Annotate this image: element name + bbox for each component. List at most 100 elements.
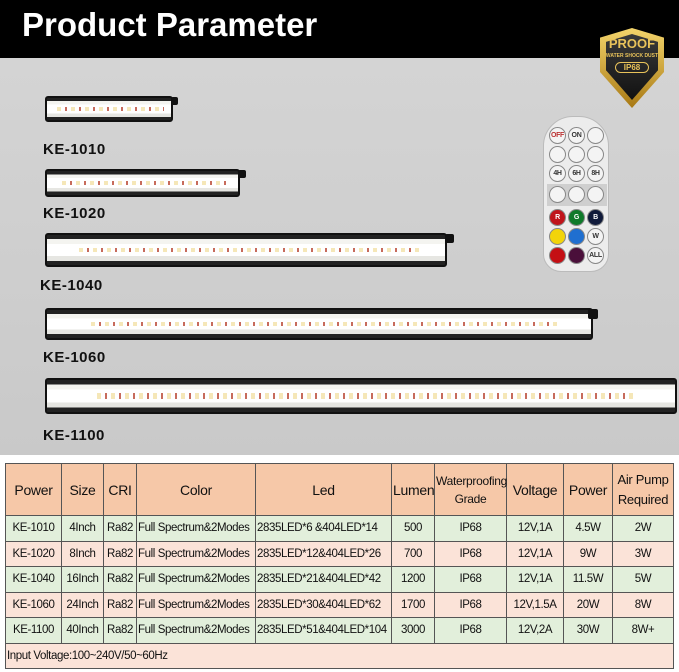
- product-label: KE-1040: [40, 277, 103, 294]
- remote-on-button: ON: [568, 127, 585, 144]
- table-cell: 8W+: [612, 617, 674, 644]
- table-row: KE-1060 24Inch Ra82 Full Spectrum&2Modes 283…: [5, 591, 674, 618]
- table-cell: IP68: [434, 540, 507, 567]
- remote-off-button: OFF: [549, 127, 566, 144]
- remote-6h-button: 6H: [568, 165, 585, 182]
- col-header: Power: [563, 463, 613, 516]
- remote-red-button: R: [549, 209, 566, 226]
- input-voltage-note: Input Voltage:100~240V/50~60Hz: [5, 642, 674, 669]
- table-cell: 1700: [391, 591, 435, 618]
- table-cell: 2835LED*30&404LED*62: [255, 591, 392, 618]
- table-cell: 3000: [391, 617, 435, 644]
- remote-button: [568, 186, 585, 203]
- table-cell: 12V,1A: [506, 515, 564, 542]
- product-label: KE-1060: [43, 349, 106, 366]
- col-header: Size: [61, 463, 104, 516]
- remote-button: [568, 146, 585, 163]
- table-row: KE-1020 8Inch Ra82 Full Spectrum&2Modes 2835…: [5, 540, 674, 567]
- table-cell: Ra82: [103, 617, 137, 644]
- table-cell: 1200: [391, 566, 435, 593]
- table-cell: 16Inch: [61, 566, 104, 593]
- table-cell: KE-1010: [5, 515, 62, 542]
- col-header: Waterproofing Grade: [434, 463, 507, 516]
- table-cell: KE-1100: [5, 617, 62, 644]
- table-row: KE-1040 16Inch Ra82 Full Spectrum&2Modes 283…: [5, 566, 674, 593]
- table-cell: 700: [391, 540, 435, 567]
- table-cell: 12V,2A: [506, 617, 564, 644]
- table-cell: 40Inch: [61, 617, 104, 644]
- light-bar-ke-1040: [45, 233, 447, 267]
- remote-4h-button: 4H: [549, 165, 566, 182]
- table-cell: 8Inch: [61, 540, 104, 567]
- table-cell: 2835LED*12&404LED*26: [255, 540, 392, 567]
- header-banner: Product Parameter: [0, 0, 679, 58]
- table-footer-row: Input Voltage:100~240V/50~60Hz: [5, 642, 674, 669]
- col-header: Color: [136, 463, 256, 516]
- remote-button: [587, 186, 604, 203]
- table-cell: IP68: [434, 515, 507, 542]
- table-cell: 20W: [563, 591, 613, 618]
- table-cell: 2835LED*6 &404LED*14: [255, 515, 392, 542]
- spec-table: Power Size CRI Color Led Lumen Waterproo…: [5, 463, 674, 669]
- product-label: KE-1010: [43, 141, 106, 158]
- table-row: KE-1100 40Inch Ra82 Full Spectrum&2Modes 283…: [5, 617, 674, 644]
- table-cell: 4Inch: [61, 515, 104, 542]
- remote-all-button: ALL: [587, 247, 604, 264]
- table-cell: KE-1020: [5, 540, 62, 567]
- product-label: KE-1020: [43, 205, 106, 222]
- table-header-row: Power Size CRI Color Led Lumen Waterproo…: [5, 463, 674, 516]
- table-cell: 2835LED*51&404LED*104: [255, 617, 392, 644]
- table-cell: 4.5W: [563, 515, 613, 542]
- remote-blue-button: B: [587, 209, 604, 226]
- product-label: KE-1100: [43, 427, 105, 444]
- remote-button: [549, 146, 566, 163]
- light-bar-ke-1010: [45, 96, 173, 122]
- table-cell: IP68: [434, 591, 507, 618]
- table-cell: 8W: [612, 591, 674, 618]
- table-cell: 2W: [612, 515, 674, 542]
- table-cell: 12V,1A: [506, 566, 564, 593]
- table-cell: 5W: [612, 566, 674, 593]
- table-cell: Full Spectrum&2Modes: [136, 540, 256, 567]
- table-cell: 24Inch: [61, 591, 104, 618]
- table-cell: KE-1040: [5, 566, 62, 593]
- table-cell: 30W: [563, 617, 613, 644]
- badge-ip68: IP68: [615, 62, 649, 73]
- remote-brightness-up-button: [587, 127, 604, 144]
- badge-proof: PROOF: [608, 36, 656, 51]
- remote-8h-button: 8H: [587, 165, 604, 182]
- light-bar-ke-1020: [45, 169, 240, 197]
- table-cell: IP68: [434, 566, 507, 593]
- remote-green-button: G: [568, 209, 585, 226]
- table-cell: KE-1060: [5, 591, 62, 618]
- remote-white-button: W: [587, 228, 604, 245]
- col-header: CRI: [103, 463, 137, 516]
- table-cell: IP68: [434, 617, 507, 644]
- ip68-shield-badge: PROOF WATER SHOCK DUST IP68: [600, 28, 664, 108]
- badge-subtitle: WATER SHOCK DUST: [605, 53, 659, 59]
- light-bar-ke-1100: [45, 378, 677, 414]
- remote-brightness-down-button: [587, 146, 604, 163]
- table-cell: Ra82: [103, 591, 137, 618]
- remote-lightblue-button: [568, 228, 585, 245]
- table-cell: 9W: [563, 540, 613, 567]
- table-cell: Full Spectrum&2Modes: [136, 591, 256, 618]
- col-header: Power: [5, 463, 62, 516]
- remote-button: [549, 186, 566, 203]
- table-cell: Full Spectrum&2Modes: [136, 617, 256, 644]
- table-cell: 12V,1.5A: [506, 591, 564, 618]
- table-cell: 11.5W: [563, 566, 613, 593]
- table-cell: 3W: [612, 540, 674, 567]
- table-cell: Ra82: [103, 566, 137, 593]
- col-header: Air Pump Required: [612, 463, 674, 516]
- table-cell: Full Spectrum&2Modes: [136, 566, 256, 593]
- page-title: Product Parameter: [22, 6, 318, 43]
- light-bar-ke-1060: [45, 308, 593, 340]
- col-header: Led: [255, 463, 392, 516]
- table-cell: 12V,1A: [506, 540, 564, 567]
- table-cell: Full Spectrum&2Modes: [136, 515, 256, 542]
- remote-yellow-button: [549, 228, 566, 245]
- table-cell: 2835LED*21&404LED*42: [255, 566, 392, 593]
- col-header: Lumen: [391, 463, 435, 516]
- table-cell: Ra82: [103, 515, 137, 542]
